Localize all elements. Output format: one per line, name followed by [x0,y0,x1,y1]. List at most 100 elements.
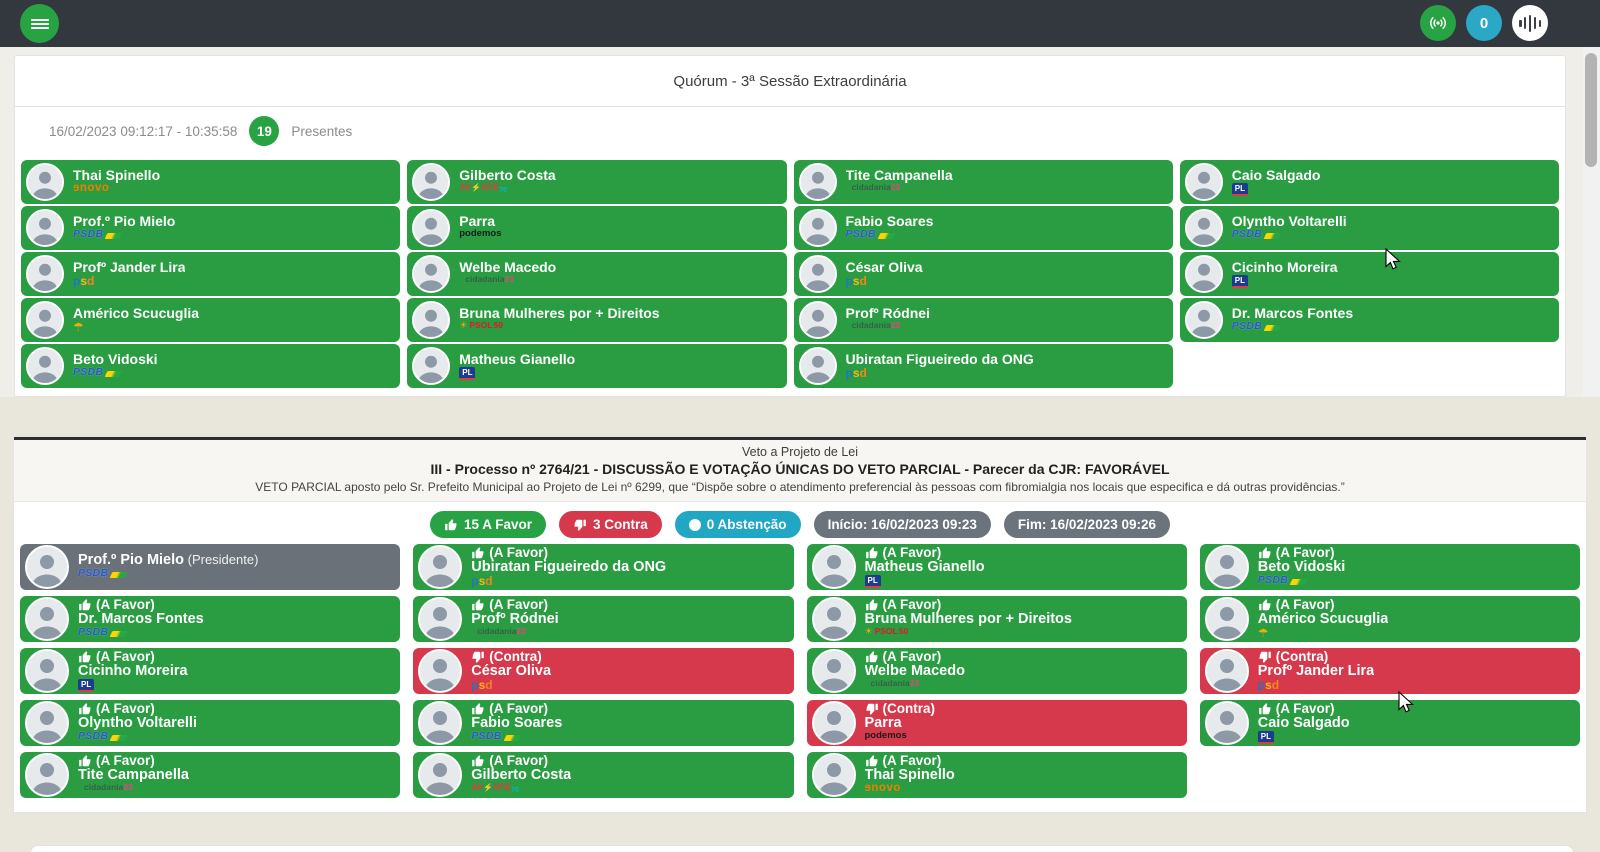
vote-card-favor[interactable]: (A Favor) Matheus Gianello PL [806,544,1187,590]
party-logo-psdb-icon: PSDB [1258,575,1346,588]
thumbs-up-icon [471,546,485,560]
vote-label: (A Favor) [96,597,155,612]
present-count-badge: 19 [249,116,280,146]
member-name: Américo Scucuglia [1257,610,1389,627]
vote-card-favor[interactable]: (A Favor) Beto Vidoski PSDB [1199,544,1580,590]
quorum-member-card[interactable]: Prof.º Pio Mielo PSDB [21,206,401,250]
member-name: Thai Spinello [864,766,955,783]
member-photo [418,753,463,797]
member-name: Dr. Marcos Fontes [1231,305,1354,321]
member-photo [798,347,837,385]
party-logo-podemos-icon: podemos [459,228,502,240]
quorum-member-card[interactable]: Profº Ródnei ✳ cidadania 23 [793,298,1173,342]
quorum-member-card[interactable]: Olyntho Voltarelli PSDB [1179,206,1559,250]
party-logo-cidadania-icon: ✳ cidadania 23 [845,320,901,331]
audio-button[interactable] [1512,5,1548,41]
quorum-panel: Quórum - 3ª Sessão Extraordinária 16/02/… [14,55,1566,397]
member-photo [26,255,64,293]
member-photo [798,209,837,247]
member-name: Parra [864,714,902,731]
vote-label: (Contra) [1275,649,1329,664]
member-name: César Oliva [845,259,923,275]
quorum-member-card[interactable]: Gilberto Costa AV ⚡ NTE 70 [407,160,787,204]
thumbs-up-icon [1258,598,1272,612]
member-name: Caio Salgado [1257,714,1350,731]
quorum-member-card[interactable]: Cicinho Moreira PL [1179,252,1559,296]
quorum-member-card[interactable]: Américo Scucuglia ☂ [21,298,401,342]
quorum-member-card[interactable]: Dr. Marcos Fontes PSDB [1179,298,1559,342]
vote-card-favor[interactable]: (A Favor) Gilberto Costa AV ⚡ NTE 70 [413,752,794,798]
vote-card-favor[interactable]: (A Favor) Fabio Soares PSDB [413,700,794,746]
thumbs-up-icon [78,702,92,716]
vote-label: (A Favor) [489,701,549,716]
thumbs-up-icon [865,546,879,560]
quorum-member-card[interactable]: Matheus Gianello PL [407,344,787,388]
member-photo [418,597,463,641]
vote-card-favor[interactable]: (A Favor) Cicinho Moreira PL [20,648,401,694]
vote-card-favor[interactable]: (A Favor) Thai Spinello ɘnovo [806,752,1187,798]
member-name: Parra [459,213,496,229]
party-logo-psol-icon: ☀ PSOL 50 [459,320,503,331]
thumbs-up-icon [471,702,485,716]
menu-button[interactable] [20,4,59,43]
quorum-member-grid: Thai Spinello ɘnovo Gilberto Costa AV ⚡ NTE 70… [15,155,1565,393]
quorum-member-card[interactable]: Profº Jander Lira p s d [21,252,401,296]
vote-card-favor[interactable]: (A Favor) Olyntho Voltarelli PSDB [20,700,401,746]
quorum-member-card[interactable]: Welbe Macedo ✳ cidadania 23 [407,252,787,296]
party-logo-solidariedade-icon: ☂ [1257,626,1269,641]
thumbs-up-icon [78,598,92,612]
member-name: Profº Ródnei [845,305,930,321]
vote-card-president[interactable]: Prof.º Pio Mielo (Presidente) PSDB [20,544,401,590]
vote-card-favor[interactable]: (A Favor) Bruna Mulheres por + Direitos ☀ P… [806,596,1187,642]
thumbs-down-icon [574,519,586,531]
quorum-member-card[interactable]: Caio Salgado PL [1179,160,1559,204]
broadcast-button[interactable] [1420,5,1456,41]
top-navigation-bar: 0 [0,0,1600,47]
member-photo [798,163,837,201]
quorum-member-card[interactable]: Beto Vidoski PSDB [21,344,401,388]
vote-card-favor[interactable]: (A Favor) Ubiratan Figueiredo da ONG p s d [413,544,794,590]
vote-card-contra[interactable]: (Contra) Parra podemos [806,700,1187,746]
member-photo [412,255,451,293]
quorum-member-card[interactable]: Ubiratan Figueiredo da ONG p s d [793,344,1173,388]
contra-summary-badge: 3 Contra [559,511,662,538]
vote-label: (A Favor) [882,545,942,560]
member-name: Olyntho Voltarelli [1231,213,1347,229]
session-time: 16/02/2023 09:12:17 - 10:35:58 [49,123,238,139]
quorum-member-card[interactable]: Parra podemos [407,206,787,250]
party-logo-podemos-icon: podemos [864,730,907,742]
thumbs-up-icon [471,754,485,768]
party-logo-pl-icon: PL [78,679,188,693]
member-photo [25,753,69,797]
thumbs-up-icon [865,650,879,664]
vote-card-favor[interactable]: (A Favor) Dr. Marcos Fontes PSDB [20,596,401,642]
member-photo [26,301,64,339]
abstention-dot-icon [688,518,701,531]
member-photo [811,701,856,745]
quorum-member-card[interactable]: Thai Spinello ɘnovo [21,160,401,204]
thumbs-up-icon [78,650,92,664]
vote-card-favor[interactable]: (A Favor) Welbe Macedo ✳ cidadania 23 [806,648,1187,694]
quorum-member-card[interactable]: Fabio Soares PSDB [793,206,1173,250]
vote-card-favor[interactable]: (A Favor) Profº Ródnei ✳ cidadania 23 [413,596,794,642]
vote-card-favor[interactable]: (A Favor) Américo Scucuglia ☂ [1199,596,1580,642]
president-suffix: (Presidente) [184,552,259,567]
quorum-member-card[interactable]: Tite Campanella ✳ cidadania 23 [793,160,1173,204]
member-name: Fabio Soares [845,213,934,229]
member-photo [418,701,463,745]
page-scrollbar[interactable] [1583,47,1600,397]
vote-card-favor[interactable]: (A Favor) Tite Campanella ✳ cidadania 23 [20,752,401,798]
vote-card-favor[interactable]: (A Favor) Caio Salgado PL [1199,700,1580,746]
notification-count-button[interactable]: 0 [1466,5,1502,41]
vote-card-contra[interactable]: (Contra) Profº Jander Lira p s d [1199,648,1580,694]
quorum-member-card[interactable]: Bruna Mulheres por + Direitos ☀ PSOL 50 [407,298,787,342]
vote-card-contra[interactable]: (Contra) César Oliva p s d [413,648,794,694]
quorum-member-card[interactable]: César Oliva p s d [793,252,1173,296]
party-logo-cidadania-icon: ✳ cidadania 23 [845,182,901,193]
party-logo-psdb-icon: PSDB [73,367,158,380]
mouse-cursor [1385,248,1401,270]
scrollbar-thumb[interactable] [1585,53,1597,167]
party-logo-cidadania-icon: ✳ cidadania 23 [459,274,514,285]
